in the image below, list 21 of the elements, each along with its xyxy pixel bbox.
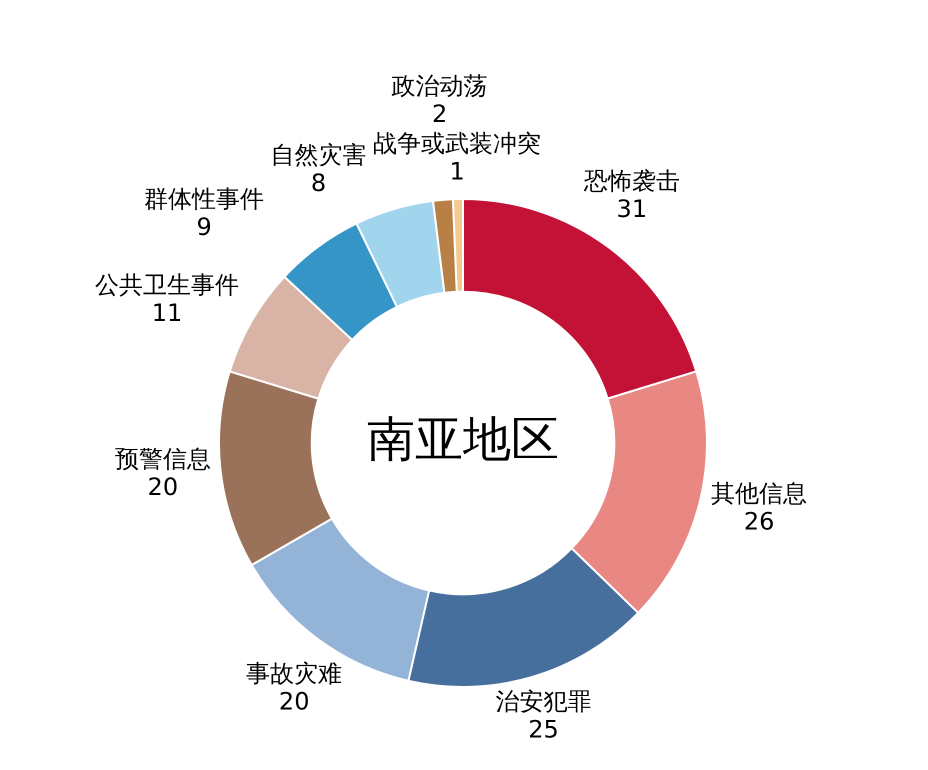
slice-label: 公共卫生事件 [95, 271, 240, 300]
data-label: 1 [450, 157, 465, 186]
data-label: 11 [152, 299, 182, 328]
slice-label: 预警信息 [114, 445, 211, 474]
data-label: 26 [744, 508, 774, 536]
slice-label: 政治动荡 [392, 72, 488, 100]
slice-label: 战争或武装冲突 [373, 129, 542, 158]
slice-label: 其他信息 [711, 480, 808, 508]
slice-label: 自然灾害 [270, 140, 366, 169]
data-label: 20 [148, 473, 178, 502]
data-label: 9 [196, 212, 212, 241]
data-label: 20 [278, 688, 310, 716]
data-label: 31 [616, 194, 648, 223]
slice-label: 治安犯罪 [496, 688, 592, 716]
slice-label: 群体性事件 [144, 184, 264, 213]
text: 南亚地区 [367, 411, 559, 468]
slice-label: 事故灾难 [246, 660, 342, 688]
slice-label: 恐怖袭击 [582, 166, 680, 195]
data-label: 25 [528, 716, 559, 744]
data-label: 2 [432, 100, 448, 128]
data-label: 8 [310, 168, 326, 197]
